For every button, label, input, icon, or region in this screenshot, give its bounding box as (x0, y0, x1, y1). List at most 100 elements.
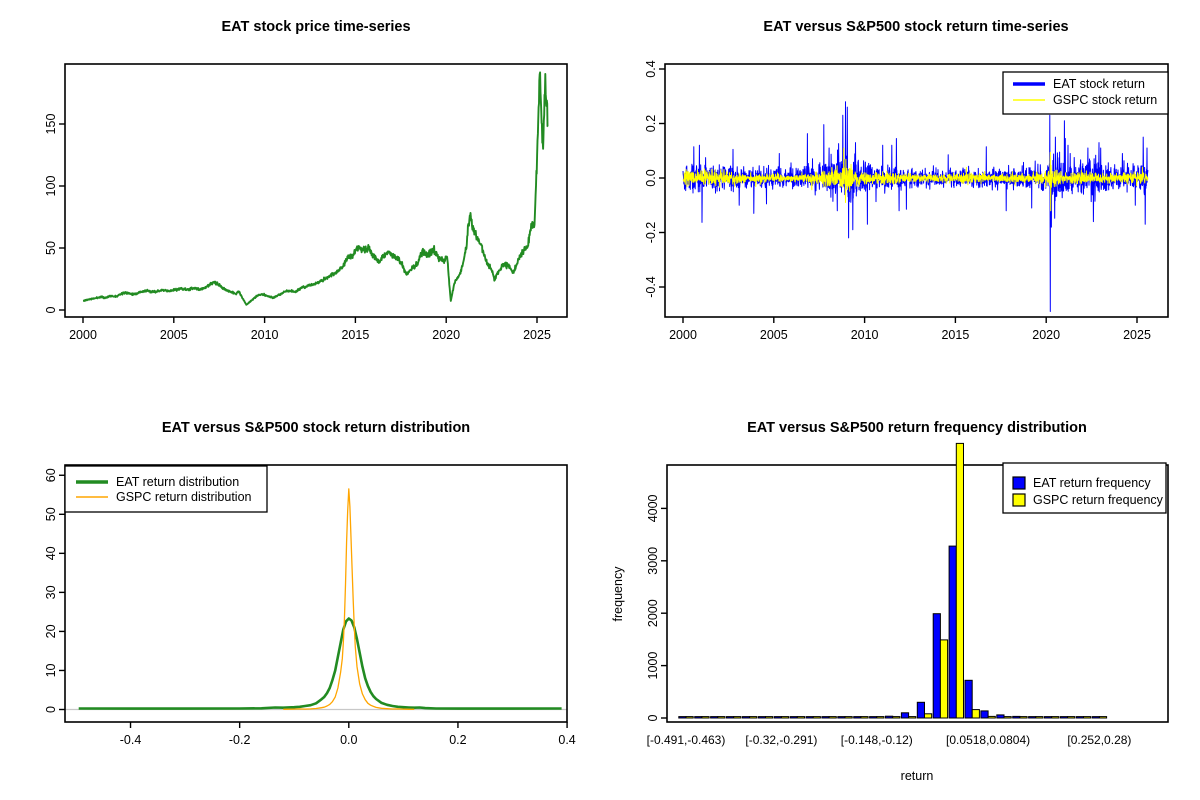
gspc-frequency-bar (701, 716, 710, 719)
eat-frequency-bar (821, 716, 830, 719)
eat-frequency-bar (805, 716, 814, 719)
eat-frequency-bar (885, 715, 894, 719)
gspc-frequency-bar (749, 716, 758, 719)
eat-frequency-bar (678, 716, 687, 719)
eat-frequency-bar (1091, 716, 1100, 719)
price-chart-title: EAT stock price time-series (221, 19, 410, 35)
eat-frequency-bar (916, 701, 925, 719)
x-tick-label: 2015 (341, 328, 369, 342)
eat-frequency-bar (1044, 716, 1053, 719)
gspc-frequency-bar (1083, 716, 1092, 719)
y-tick-label: -0.2 (644, 222, 658, 244)
bin-label: [-0.491,-0.463) (647, 733, 726, 747)
gspc-frequency-bar (908, 716, 917, 719)
y-tick-label: 2000 (646, 599, 660, 627)
eat-frequency-bar (773, 716, 782, 719)
eat-frequency-bar (789, 716, 798, 719)
y-tick-label: 0 (646, 714, 660, 721)
y-tick-label: 0.4 (644, 60, 658, 77)
price-chart-content: 2000 2005 2010 2015 2020 2025 0 50 100 150 (44, 63, 568, 342)
histogram-chart-content: 0 1000 2000 3000 4000 [-0.491,-0.463) [-0.32,-… (646, 442, 1169, 747)
gspc-frequency-bar (971, 709, 980, 719)
x-tick-label: -0.4 (120, 733, 142, 747)
bin-label: [-0.148,-0.12) (841, 733, 913, 747)
x-tick-label: 2020 (432, 328, 460, 342)
eat-frequency-bar (853, 716, 862, 719)
plot-box (64, 464, 568, 723)
legend-square-swatch-eat (1012, 476, 1026, 490)
legend-label-eat: EAT return frequency (1033, 476, 1151, 490)
gspc-frequency-bar (796, 716, 806, 719)
x-tick-label: 2010 (251, 328, 279, 342)
plot-box (664, 63, 1169, 318)
legend-label-eat: EAT stock return (1053, 77, 1145, 91)
density-chart-content: -0.4 -0.2 0.0 0.2 0.4 0 10 20 30 40 50 60 (44, 464, 576, 747)
returns-chart-content: 2000 2005 2010 2015 2020 2025 -0.4 -0.2 0.0 0.2 0.… (644, 60, 1169, 342)
eat-frequency-bar (948, 545, 957, 719)
x-tick-label: 0.0 (340, 733, 357, 747)
eat-frequency-bar (741, 716, 751, 719)
eat-density-line (78, 617, 562, 710)
density-chart-title: EAT versus S&P500 stock return distribut… (162, 420, 470, 436)
gspc-frequency-bar (828, 716, 837, 719)
gspc-frequency-bar (987, 715, 996, 719)
eat-frequency-bar (1012, 715, 1021, 719)
histogram-chart: 0 1000 2000 3000 4000 [-0.491,-0.463) [-0.32,-… (611, 420, 1169, 783)
y-tick-label: 3000 (646, 547, 660, 575)
x-tick-label: 2005 (760, 328, 788, 342)
gspc-frequency-bar (892, 716, 901, 719)
gspc-frequency-bar (1019, 716, 1028, 719)
gspc-frequency-bar (924, 713, 933, 719)
legend-label-gspc: GSPC return distribution (116, 490, 252, 504)
gspc-frequency-bar (717, 716, 726, 719)
y-axis-label: frequency (611, 566, 625, 622)
histogram-legend: EAT return frequency GSPC return frequen… (1002, 462, 1167, 514)
eat-frequency-bar (1059, 716, 1069, 719)
gspc-frequency-bar (844, 716, 853, 719)
x-tick-label: 2000 (669, 328, 697, 342)
x-tick-label: 0.4 (558, 733, 575, 747)
eat-frequency-bar (996, 714, 1005, 719)
x-tick-label: 0.2 (449, 733, 466, 747)
gspc-frequency-bar (1051, 716, 1060, 719)
bin-label: [0.0518,0.0804) (946, 733, 1030, 747)
y-tick-label: 100 (44, 176, 58, 197)
gspc-frequency-bar (1003, 716, 1012, 719)
eat-frequency-bar (837, 716, 846, 719)
x-tick-label: 2025 (523, 328, 551, 342)
legend-label-eat: EAT return distribution (116, 475, 239, 489)
eat-frequency-bar (757, 716, 767, 719)
x-tick-label: 2000 (69, 328, 97, 342)
legend-frame (1002, 462, 1167, 514)
y-tick-label: 0.2 (644, 115, 658, 132)
legend-label-gspc: GSPC return frequency (1033, 493, 1164, 507)
eat-frequency-bar (710, 716, 719, 719)
y-tick-label: 60 (44, 468, 58, 482)
gspc-frequency-bar (733, 716, 742, 719)
returns-legend: EAT stock return GSPC stock return (1002, 71, 1169, 115)
y-tick-label: 1000 (646, 652, 660, 680)
gspc-frequency-bar (1035, 716, 1044, 719)
eat-frequency-bar (694, 716, 703, 719)
y-tick-label: 50 (44, 241, 58, 255)
gspc-return-line (682, 147, 1149, 212)
density-legend: EAT return distribution GSPC return dist… (64, 465, 268, 513)
returns-chart-title: EAT versus S&P500 stock return time-seri… (763, 19, 1068, 35)
density-chart: -0.4 -0.2 0.0 0.2 0.4 0 10 20 30 40 50 60 EAT versu… (44, 420, 576, 747)
y-tick-label: 150 (44, 114, 58, 135)
eat-frequency-bar (980, 710, 989, 719)
plot-box (64, 63, 568, 318)
y-tick-label: -0.4 (644, 276, 658, 298)
x-tick-label: 2020 (1032, 328, 1060, 342)
gspc-frequency-bar (939, 639, 949, 719)
x-axis-label: return (901, 769, 934, 783)
returns-chart: 2000 2005 2010 2015 2020 2025 -0.4 -0.2 0.0 0.2 0.… (644, 19, 1169, 342)
x-tick-label: 2010 (851, 328, 879, 342)
gspc-frequency-bar (955, 442, 964, 719)
gspc-frequency-bar (876, 716, 885, 719)
gspc-frequency-bar (780, 716, 790, 719)
legend-label-gspc: GSPC stock return (1053, 93, 1157, 107)
y-tick-label: 0 (44, 706, 58, 713)
x-tick-label: 2005 (160, 328, 188, 342)
